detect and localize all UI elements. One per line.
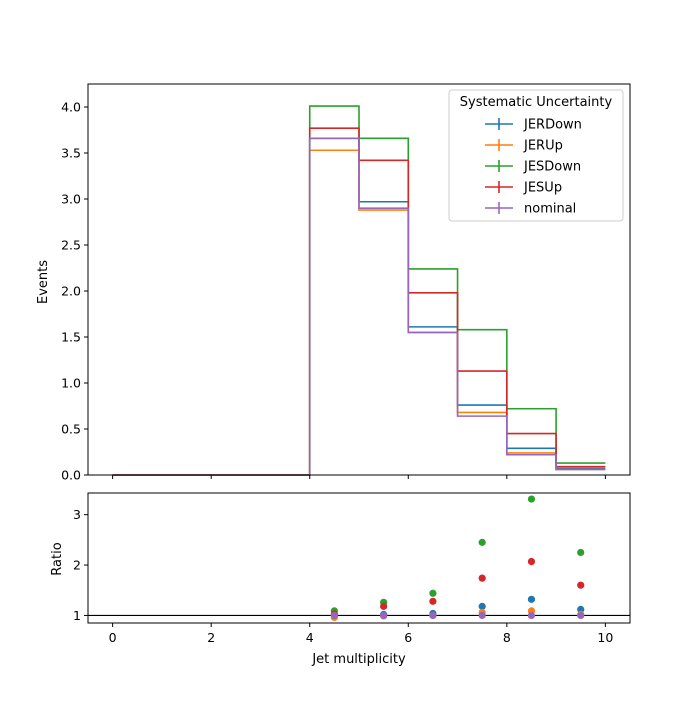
- main-y-tick-label: 2.0: [61, 284, 81, 299]
- ratio-point-JESDown: [478, 538, 486, 546]
- ratio-point-nominal: [330, 611, 338, 620]
- main-y-tick-label: 0.5: [61, 422, 81, 437]
- main-panel: 0.0 0.5 1.0 1.5 2.0 2.5 3.0 3.5 4.0 Systematic Un…: [61, 83, 631, 483]
- ratio-x-tick-label: 6: [404, 630, 412, 645]
- main-y-tick-label: 4.0: [61, 100, 81, 115]
- legend-item-JESUp: JESUp: [485, 181, 562, 196]
- main-y-tick-label: 1.0: [61, 376, 81, 391]
- legend-label: JESDown: [523, 160, 581, 175]
- main-y-tick-label: 1.5: [61, 330, 81, 345]
- legend-box: [448, 89, 624, 222]
- ratio-point-nominal: [527, 611, 536, 620]
- ratio-point-JERDown: [577, 605, 585, 613]
- ratio-point-JESUp: [478, 574, 486, 582]
- legend-item-JERDown: JERDown: [485, 118, 582, 133]
- ratio-y-tick-label: 2: [73, 558, 81, 573]
- main-x-ticks: [112, 475, 606, 479]
- ratio-point-nominal: [429, 611, 437, 620]
- legend: Systematic Uncertainty JERDown JERUp JESDow…: [448, 89, 624, 222]
- ratio-point-JESDown: [527, 495, 536, 503]
- ratio-point-JESDown: [429, 589, 437, 597]
- ratio-x-ticks: 0 2 4 6 8 10: [109, 623, 613, 645]
- ratio-point-JESDown: [577, 548, 585, 557]
- legend-label: JERDown: [523, 118, 582, 133]
- ratio-point-JESUp: [577, 581, 585, 589]
- ratio-point-nominal: [380, 611, 388, 620]
- legend-item-JERUp: JERUp: [485, 139, 563, 154]
- ratio-point-JERDown: [527, 595, 536, 603]
- ratio-point-JESUp: [380, 602, 388, 610]
- x-axis-label: Jet multiplicity: [311, 652, 406, 667]
- main-y-tick-label: 2.5: [61, 238, 81, 253]
- ratio-point-JESUp: [527, 557, 536, 566]
- ratio-y-tick-label: 3: [73, 507, 81, 522]
- ratio-plot-frame: [87, 492, 631, 624]
- legend-title: Systematic Uncertainty: [460, 95, 613, 110]
- main-y-axis-label: Events: [36, 260, 51, 304]
- ratio-y-ticks: 1 2 3: [73, 507, 88, 623]
- ratio-point-nominal: [478, 611, 486, 620]
- ratio-x-tick-label: 2: [207, 630, 215, 645]
- legend-item-nominal: nominal: [485, 202, 576, 217]
- ratio-x-tick-label: 4: [306, 630, 314, 645]
- ratio-x-tick-label: 10: [597, 630, 613, 645]
- ratio-points: [330, 495, 585, 622]
- ratio-point-JESUp: [429, 597, 437, 605]
- legend-item-JESDown: JESDown: [485, 160, 581, 175]
- ratio-point-nominal: [577, 611, 585, 620]
- ratio-point-JERDown: [478, 602, 486, 610]
- main-y-tick-label: 3.0: [61, 192, 81, 207]
- main-plot-frame: [87, 83, 631, 476]
- main-y-tick-label: 3.5: [61, 146, 81, 161]
- legend-label: nominal: [524, 202, 576, 217]
- main-y-tick-label: 0.0: [61, 468, 81, 483]
- legend-label: JERUp: [523, 139, 563, 154]
- ratio-y-tick-label: 1: [73, 608, 81, 623]
- ratio-x-tick-label: 0: [109, 630, 117, 645]
- ratio-x-tick-label: 8: [503, 630, 511, 645]
- main-y-ticks: 0.0 0.5 1.0 1.5 2.0 2.5 3.0 3.5 4.0: [61, 100, 88, 483]
- legend-label: JESUp: [523, 181, 562, 196]
- ratio-y-axis-label: Ratio: [50, 542, 65, 575]
- ratio-series-nominal: [330, 611, 585, 620]
